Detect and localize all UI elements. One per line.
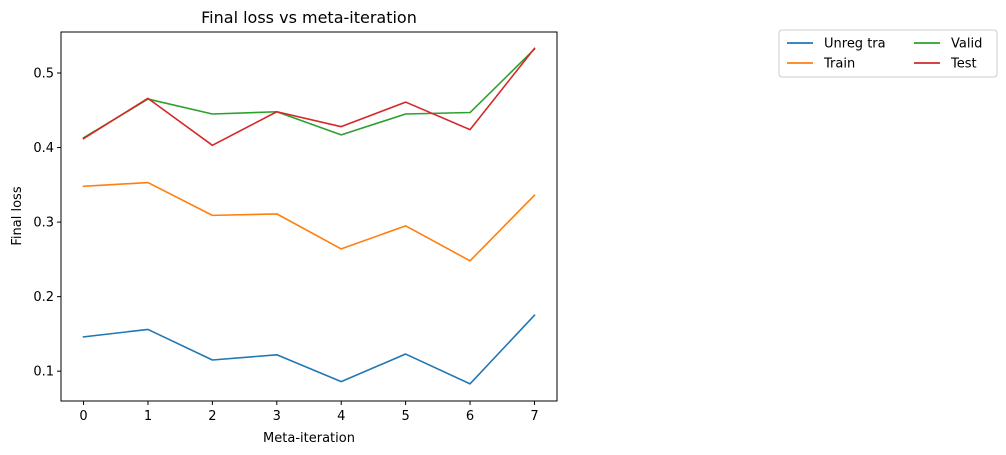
x-tick-label: 5: [401, 409, 409, 424]
legend-box: [778, 29, 998, 78]
chart-title: Final loss vs meta-iteration: [201, 8, 417, 27]
x-tick-label: 0: [79, 409, 87, 424]
y-tick-label: 0.2: [33, 290, 54, 305]
axes-frame: [60, 31, 558, 402]
x-axis-title: Meta-iteration: [263, 431, 355, 446]
legend: Unreg tra Train Valid Test: [778, 29, 998, 78]
x-tick-label: 6: [466, 409, 474, 424]
y-tick-label: 0.4: [33, 141, 54, 156]
series-line-train: [82, 181, 536, 262]
y-tick-label: 0.1: [33, 365, 54, 380]
plot-area: 0 1 2 3 4 5 6 7 0.1 0.2 0.3 0.4 0.5: [33, 31, 558, 424]
legend-label-valid: Valid: [951, 37, 982, 52]
x-tick-label: 7: [530, 409, 538, 424]
y-axis-title: Final loss: [10, 186, 25, 245]
y-tick-label: 0.5: [33, 67, 54, 82]
legend-label-unreg-tra: Unreg tra: [824, 37, 886, 52]
legend-label-test: Test: [950, 57, 977, 72]
x-tick-label: 1: [144, 409, 152, 424]
legend-label-train: Train: [823, 57, 855, 72]
x-tick-label: 3: [273, 409, 281, 424]
x-tick-label: 2: [208, 409, 216, 424]
series-line-unreg-tra: [82, 314, 536, 385]
series-line-test: [82, 47, 536, 147]
y-tick-label: 0.3: [33, 216, 54, 231]
series-line-valid: [82, 48, 536, 139]
x-tick-label: 4: [337, 409, 345, 424]
